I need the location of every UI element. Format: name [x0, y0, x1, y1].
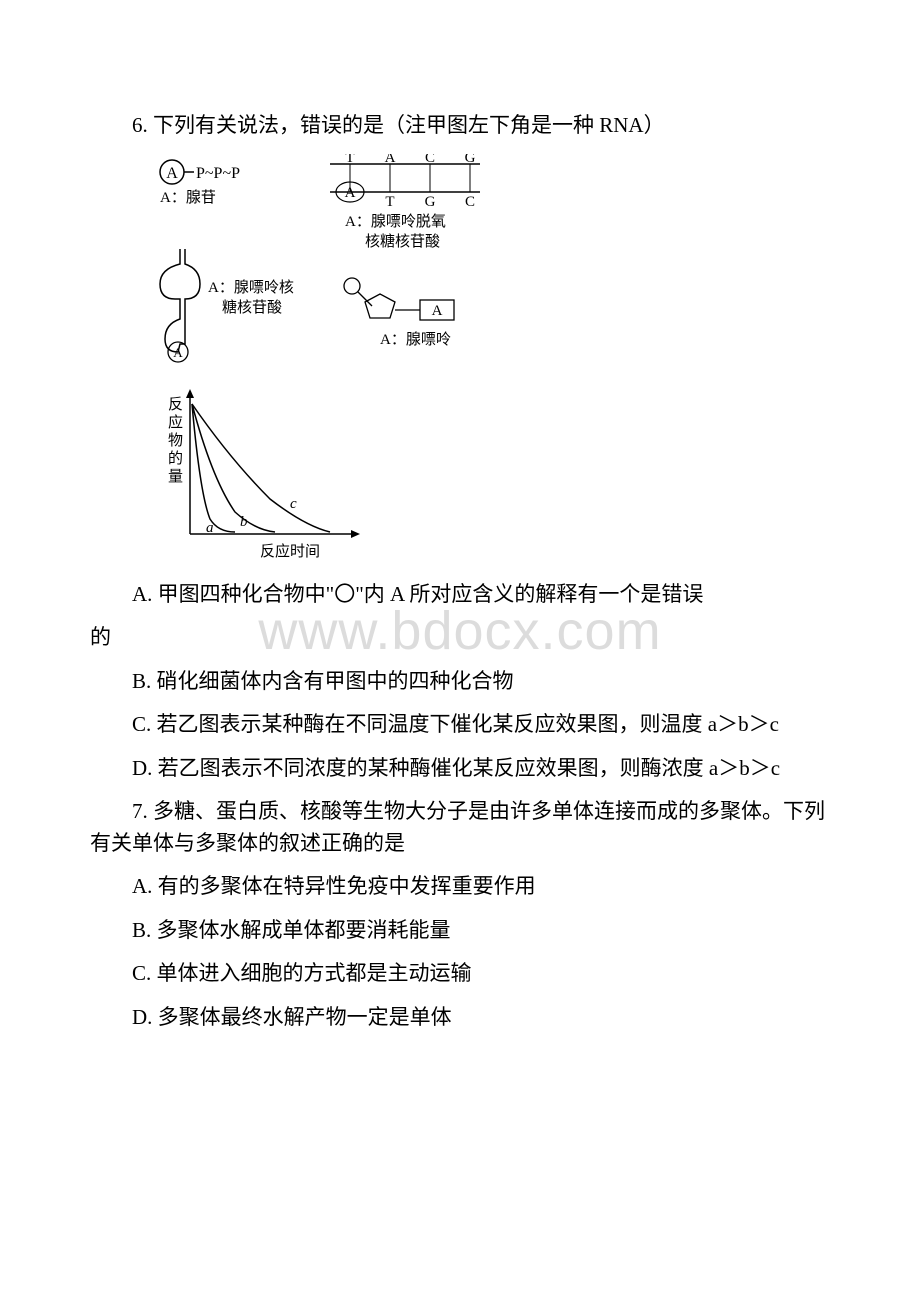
q7-optA: A. 有的多聚体在特异性免疫中发挥重要作用: [90, 871, 830, 903]
fig1-topleft: A P~P~P A：腺苷: [160, 160, 240, 206]
q6-optD: D. 若乙图表示不同浓度的某种酶催化某反应效果图，则酶浓度 a＞b＞c: [90, 753, 830, 785]
fig1-tr-b1: A: [385, 154, 396, 166]
fig1-tr-c3: C: [465, 194, 475, 210]
fig1-tr-b3: G: [465, 154, 476, 166]
fig2-yl-3: 的: [168, 450, 183, 467]
q7-stem: 7. 多糖、蛋白质、核酸等生物大分子是由许多单体连接而成的多聚体。下列有关单体与…: [90, 796, 830, 859]
fig1-topright: T A C G A T G C A：腺嘌呤脱氧 核糖核苷酸: [330, 154, 480, 250]
q6-optC: C. 若乙图表示某种酶在不同温度下催化某反应效果图，则温度 a＞b＞c: [90, 709, 830, 741]
fig2-curve-a: [192, 404, 235, 532]
fig1-tl-ppp: P~P~P: [196, 165, 240, 182]
fig1-tr-b2: C: [425, 154, 435, 166]
fig1-tl-a: A: [166, 165, 178, 182]
fig2-yl-0: 反: [168, 396, 183, 413]
figure-1-compounds: A P~P~P A：腺苷 T A C G A T G: [150, 154, 830, 374]
fig1-bl-label2: 糖核苷酸: [222, 299, 282, 316]
page-content: 6. 下列有关说法，错误的是（注甲图左下角是一种 RNA） A P~P~P A：…: [0, 0, 920, 1105]
fig2-label-c: c: [290, 496, 297, 512]
fig2-yl-4: 量: [168, 469, 183, 485]
fig1-bottomright: A A：腺嘌呤: [344, 278, 454, 348]
fig1-bl-a: A: [173, 345, 183, 360]
fig2-label-b: b: [240, 514, 248, 530]
fig1-tr-c1: T: [385, 194, 394, 210]
q7-optC: C. 单体进入细胞的方式都是主动运输: [90, 958, 830, 990]
fig1-tr-label1: A：腺嘌呤脱氧: [345, 213, 446, 230]
fig2-label-a: a: [206, 520, 214, 536]
fig1-tr-c0: A: [345, 185, 356, 201]
q6-stem: 6. 下列有关说法，错误的是（注甲图左下角是一种 RNA）: [90, 110, 830, 142]
q7-optD: D. 多聚体最终水解产物一定是单体: [90, 1002, 830, 1034]
fig2-xlabel: 反应时间: [260, 542, 320, 560]
fig1-br-label: A：腺嘌呤: [380, 331, 451, 348]
fig1-br-a: A: [432, 303, 443, 319]
fig1-tr-b0: T: [345, 154, 354, 166]
fig2-curve-b: [192, 404, 275, 532]
fig2-yl-1: 应: [168, 413, 183, 431]
q6-optA-line1: A. 甲图四种化合物中"〇"内 A 所对应含义的解释有一个是错误: [90, 579, 830, 611]
fig1-bottomleft: A A：腺嘌呤核 糖核苷酸: [160, 249, 294, 362]
fig2-yl-2: 物: [168, 432, 183, 449]
fig1-bl-label1: A：腺嘌呤核: [208, 279, 294, 296]
fig1-tr-label2: 核糖核苷酸: [365, 233, 440, 250]
figure-2-graph: 反 应 物 的 量 a b c 反应时间: [150, 384, 830, 569]
q6-optB: B. 硝化细菌体内含有甲图中的四种化合物: [90, 666, 830, 698]
fig1-tl-label: A：腺苷: [160, 189, 216, 206]
fig1-tr-c2: G: [425, 194, 436, 210]
q6-optA-line2: 的: [90, 622, 830, 654]
q7-optB: B. 多聚体水解成单体都要消耗能量: [90, 915, 830, 947]
